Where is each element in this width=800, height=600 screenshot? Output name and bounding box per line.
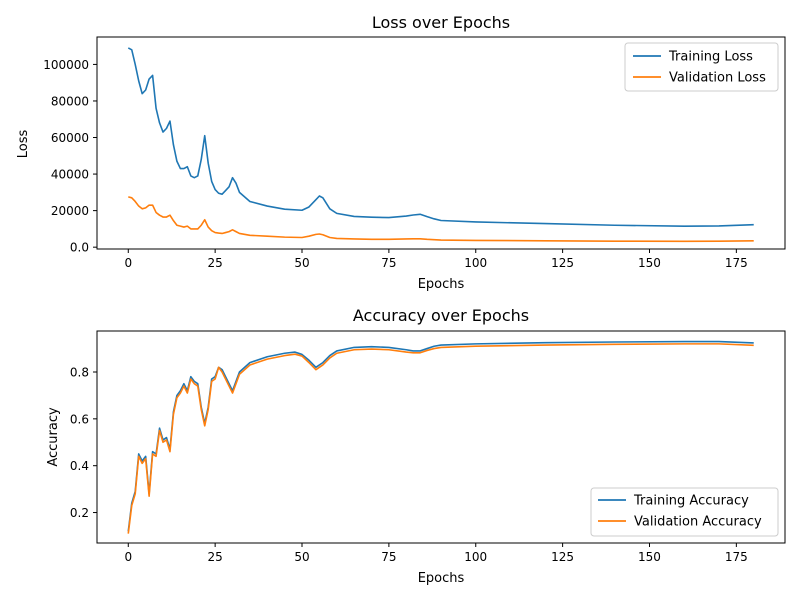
loss-y-tick-label: 20000: [51, 204, 89, 218]
accuracy-legend-label-validation: Validation Accuracy: [634, 515, 762, 530]
loss-chart-plot-area: 0 25 50 75 100 125 150 175 0.0 20000 40000 60000 800…: [43, 36, 786, 270]
loss-x-tick-label: 175: [725, 256, 748, 270]
accuracy-chart-xlabel: Epochs: [418, 571, 465, 586]
accuracy-y-tick-label: 0.4: [70, 459, 89, 473]
accuracy-chart-legend: Training Accuracy Validation Accuracy: [590, 487, 779, 537]
loss-chart-title: Loss over Epochs: [372, 13, 510, 32]
loss-y-tick-label: 100000: [43, 58, 89, 72]
loss-x-tick-label: 50: [294, 256, 309, 270]
loss-x-tick-label: 75: [381, 256, 396, 270]
accuracy-chart: Accuracy over Epochs Epochs Accuracy 0 25…: [46, 306, 786, 586]
accuracy-x-tick-label: 0: [124, 550, 132, 564]
loss-y-tick-label: 40000: [51, 168, 89, 182]
loss-y-tick-label: 60000: [51, 131, 89, 145]
accuracy-x-tick-label: 25: [208, 550, 223, 564]
loss-series-training-line: [127, 47, 754, 227]
accuracy-y-tick-label: 0.6: [70, 412, 89, 426]
accuracy-legend-label-training: Training Accuracy: [633, 494, 749, 509]
accuracy-x-tick-label: 125: [551, 550, 574, 564]
loss-y-tick-label: 80000: [51, 94, 89, 108]
loss-axes-frame: [96, 36, 786, 250]
loss-x-tick-label: 100: [464, 256, 487, 270]
loss-x-tick-label: 125: [551, 256, 574, 270]
loss-legend-box: [624, 42, 779, 92]
accuracy-x-tick-label: 100: [464, 550, 487, 564]
loss-x-tick-label: 25: [208, 256, 223, 270]
accuracy-x-tick-label: 175: [725, 550, 748, 564]
loss-y-tick-label: 0.0: [70, 241, 89, 255]
loss-chart-legend: Training Loss Validation Loss: [624, 42, 779, 92]
accuracy-legend-box: [590, 487, 779, 537]
accuracy-axes-frame: [96, 330, 786, 544]
loss-legend-label-validation: Validation Loss: [669, 71, 766, 86]
loss-x-tick-label: 150: [638, 256, 661, 270]
accuracy-chart-title: Accuracy over Epochs: [353, 306, 529, 325]
accuracy-y-tick-label: 0.2: [70, 506, 89, 520]
accuracy-chart-plot-area: 0 25 50 75 100 125 150 175 0.2 0.4 0.6 0.8: [70, 330, 786, 564]
accuracy-series-validation-line: [127, 343, 754, 534]
loss-legend-label-training: Training Loss: [668, 50, 753, 65]
loss-chart: Loss over Epochs Epochs Loss 0 25 50 75 100 1…: [16, 13, 786, 292]
loss-chart-ylabel: Loss: [16, 130, 31, 159]
loss-x-tick-label: 0: [124, 256, 132, 270]
accuracy-x-tick-label: 150: [638, 550, 661, 564]
accuracy-y-tick-label: 0.8: [70, 365, 89, 379]
accuracy-x-tick-label: 50: [294, 550, 309, 564]
accuracy-chart-ylabel: Accuracy: [46, 407, 61, 467]
accuracy-x-tick-label: 75: [381, 550, 396, 564]
loss-series-validation-line: [128, 196, 754, 243]
loss-chart-xlabel: Epochs: [418, 277, 465, 292]
